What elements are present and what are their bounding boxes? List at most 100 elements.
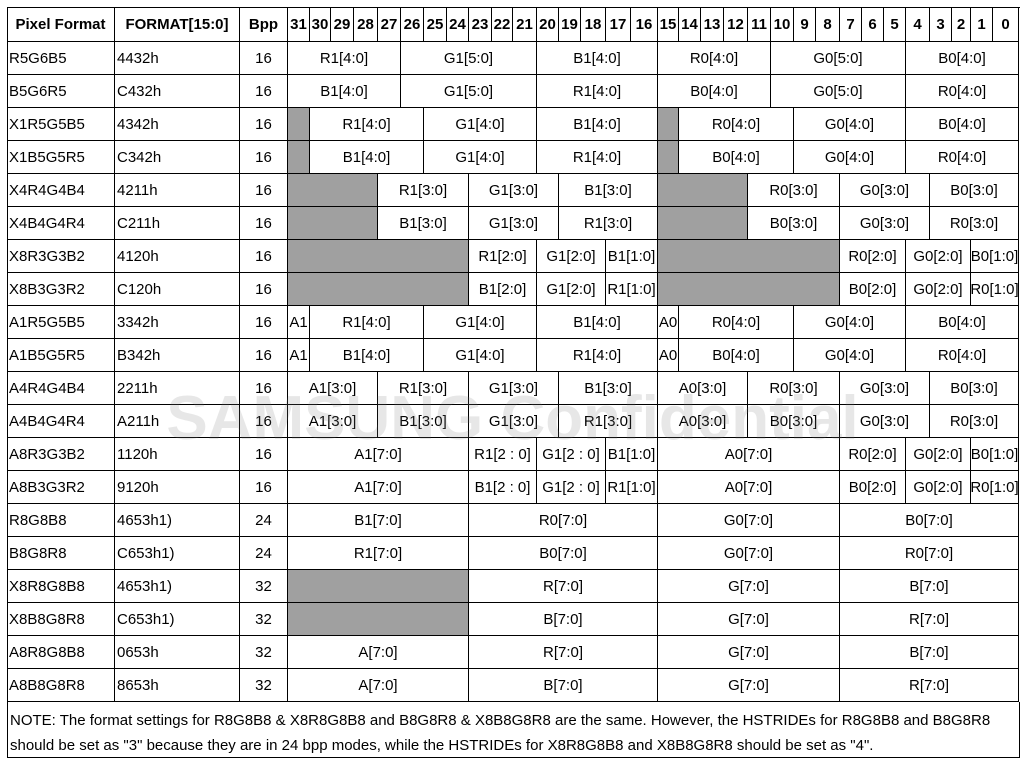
unused-bits	[658, 108, 679, 141]
bit-field: G1[3:0]	[469, 405, 559, 438]
bpp: 16	[240, 339, 288, 372]
bit-field: R1[1:0]	[606, 471, 658, 504]
bit-field: R1[4:0]	[537, 339, 658, 372]
bit-field: B1[4:0]	[310, 141, 424, 174]
pixel-format: A1R5G5B5	[7, 306, 115, 339]
pixel-format: X4R4G4B4	[7, 174, 115, 207]
unused-bits	[288, 603, 469, 636]
bit-field: B1[2:0]	[469, 273, 537, 306]
bpp: 32	[240, 669, 288, 702]
bit-field: B0[4:0]	[906, 306, 1019, 339]
bit-field: A0	[658, 339, 679, 372]
bpp: 16	[240, 240, 288, 273]
bit-field: B[7:0]	[840, 570, 1019, 603]
bit-field: B0[2:0]	[840, 471, 906, 504]
bit-number: 14	[679, 7, 701, 42]
bit-number: 24	[447, 7, 469, 42]
bit-field: G0[4:0]	[794, 108, 906, 141]
pixel-format: X1R5G5B5	[7, 108, 115, 141]
format-code: 1120h	[115, 438, 240, 471]
bpp: 24	[240, 537, 288, 570]
bpp: 32	[240, 570, 288, 603]
bit-field: A1[7:0]	[288, 438, 469, 471]
bit-field: A1[3:0]	[288, 405, 378, 438]
bit-field: A1	[288, 306, 310, 339]
bit-number: 5	[884, 7, 906, 42]
pixel-format: R8G8B8	[7, 504, 115, 537]
bit-field: G0[4:0]	[794, 141, 906, 174]
bit-field: B0[4:0]	[679, 339, 794, 372]
note: NOTE: The format settings for R8G8B8 & X…	[7, 702, 1020, 758]
bit-field: G0[3:0]	[840, 405, 930, 438]
format-code: 4211h	[115, 174, 240, 207]
bit-field: B0[4:0]	[906, 108, 1019, 141]
bit-field: B1[4:0]	[537, 108, 658, 141]
bit-field: G0[2:0]	[906, 438, 971, 471]
bit-field: R0[4:0]	[906, 75, 1019, 108]
pixel-format: X4B4G4R4	[7, 207, 115, 240]
bit-field: R0[4:0]	[658, 42, 771, 75]
bit-field: A[7:0]	[288, 669, 469, 702]
bit-number: 22	[492, 7, 513, 42]
bit-field: A0	[658, 306, 679, 339]
bit-field: R0[4:0]	[906, 339, 1019, 372]
bit-field: G1[2:0]	[537, 273, 606, 306]
bit-number: 27	[378, 7, 401, 42]
bit-number: 7	[840, 7, 862, 42]
bpp: 16	[240, 405, 288, 438]
bit-field: B0[3:0]	[930, 372, 1019, 405]
unused-bits	[288, 108, 310, 141]
bit-field: R1[7:0]	[288, 537, 469, 570]
format-code: A211h	[115, 405, 240, 438]
bit-field: G0[2:0]	[906, 471, 971, 504]
bit-field: G0[5:0]	[771, 75, 906, 108]
bit-field: R0[3:0]	[930, 405, 1019, 438]
bit-field: G[7:0]	[658, 669, 840, 702]
header-format: FORMAT[15:0]	[115, 7, 240, 42]
bit-field: R1[2:0]	[469, 240, 537, 273]
bit-field: A1[7:0]	[288, 471, 469, 504]
bpp: 32	[240, 603, 288, 636]
bit-field: R1[3:0]	[559, 405, 658, 438]
bit-field: G0[2:0]	[906, 240, 971, 273]
bit-field: R1[2 : 0]	[469, 438, 537, 471]
pixel-format: X8B3G3R2	[7, 273, 115, 306]
unused-bits	[288, 207, 378, 240]
bit-number: 20	[537, 7, 559, 42]
format-code: 4342h	[115, 108, 240, 141]
table-frame	[7, 7, 1020, 758]
bit-field: B0[1:0]	[971, 438, 1019, 471]
bit-field: G1[5:0]	[401, 42, 537, 75]
bit-field: G0[3:0]	[840, 174, 930, 207]
bpp: 24	[240, 504, 288, 537]
bit-field: G0[7:0]	[658, 537, 840, 570]
bit-field: B0[4:0]	[658, 75, 771, 108]
bit-field: G1[4:0]	[424, 108, 537, 141]
bit-field: B1[1:0]	[606, 240, 658, 273]
bit-field: R1[3:0]	[378, 372, 469, 405]
bit-number: 2	[952, 7, 971, 42]
bit-field: R1[4:0]	[288, 42, 401, 75]
bit-field: G0[7:0]	[658, 504, 840, 537]
bpp: 16	[240, 75, 288, 108]
format-code: C432h	[115, 75, 240, 108]
bit-field: B0[2:0]	[840, 273, 906, 306]
bit-field: B1[3:0]	[378, 405, 469, 438]
bit-field: B1[3:0]	[378, 207, 469, 240]
unused-bits	[658, 141, 679, 174]
pixel-format: X8B8G8R8	[7, 603, 115, 636]
pixel-format: R5G6B5	[7, 42, 115, 75]
pixel-format: B8G8R8	[7, 537, 115, 570]
bit-field: R1[3:0]	[378, 174, 469, 207]
bit-field: G1[2 : 0]	[537, 438, 606, 471]
bit-number: 11	[748, 7, 771, 42]
bit-field: R1[3:0]	[559, 207, 658, 240]
bpp: 16	[240, 471, 288, 504]
bit-field: A1	[288, 339, 310, 372]
bit-number: 10	[771, 7, 794, 42]
bit-field: B1[1:0]	[606, 438, 658, 471]
bit-field: R1[4:0]	[537, 75, 658, 108]
bit-field: G1[3:0]	[469, 207, 559, 240]
bit-field: R0[4:0]	[679, 108, 794, 141]
bpp: 16	[240, 372, 288, 405]
